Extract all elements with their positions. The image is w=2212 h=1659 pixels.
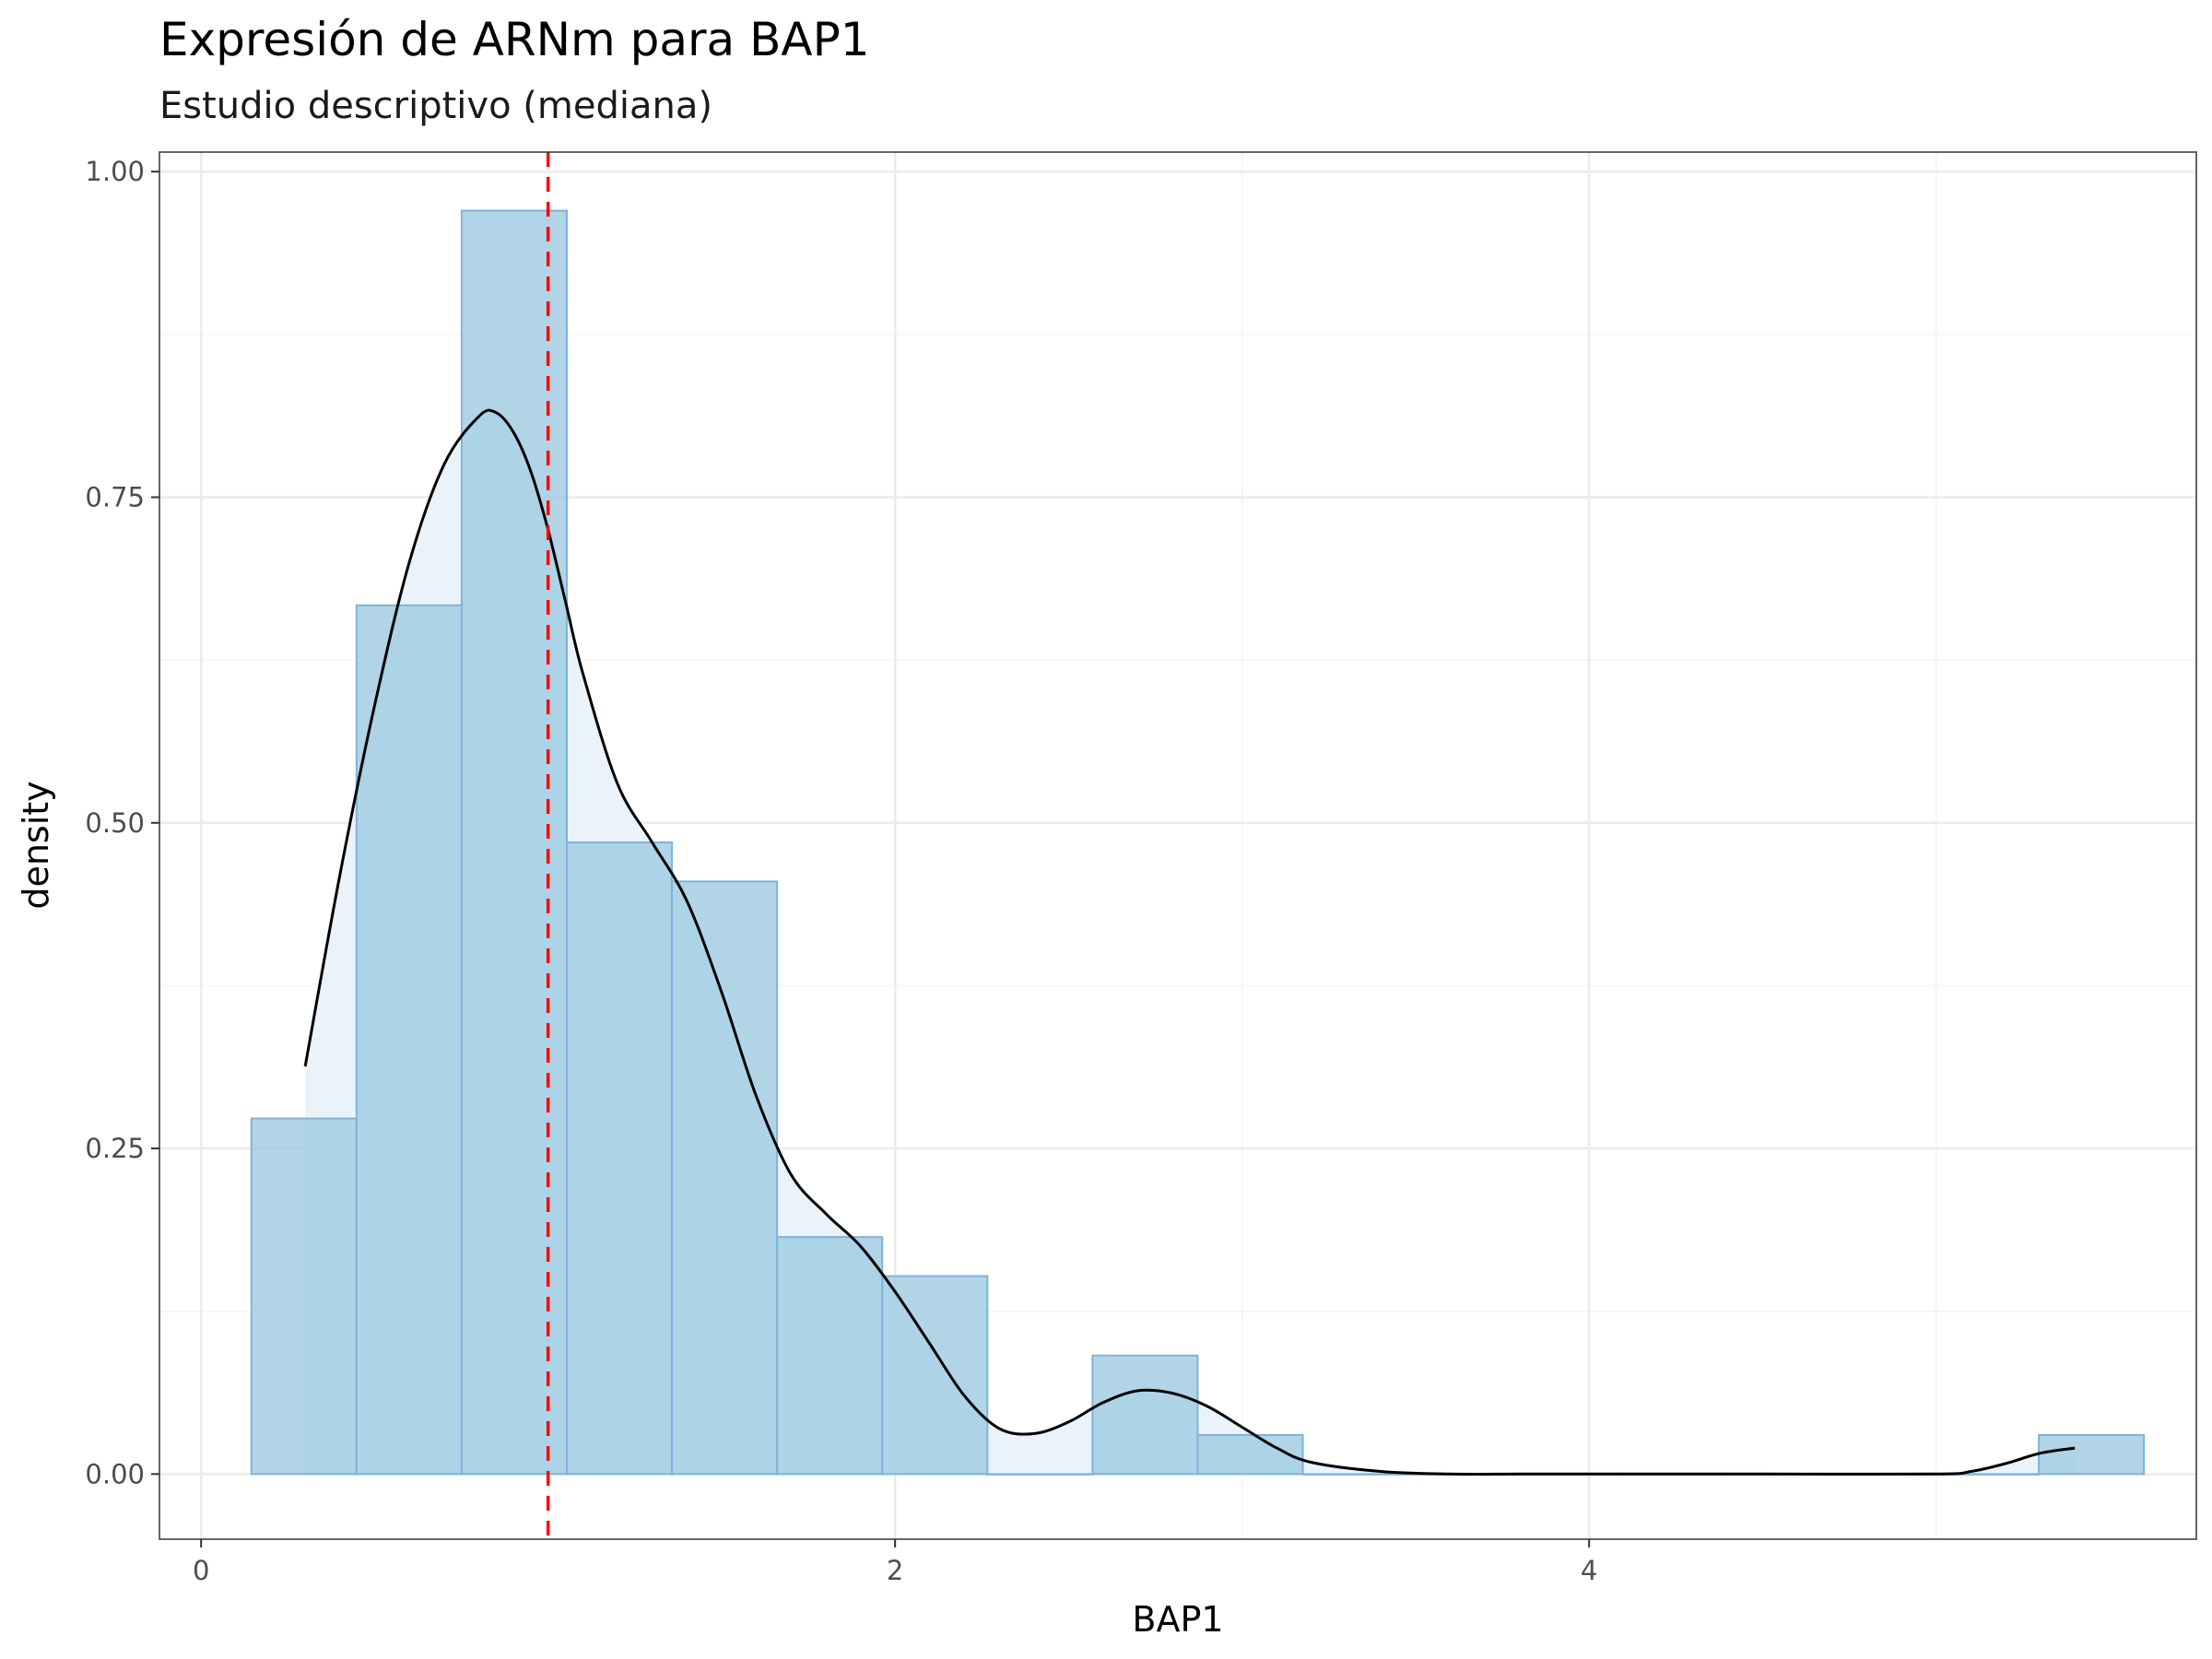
histogram-bar (460, 209, 568, 1476)
y-axis: 0.00 0.25 0.50 0.75 1.00 (85, 156, 159, 1489)
histogram-bar (1196, 1433, 1304, 1476)
histogram-bar (776, 1236, 884, 1476)
chart-subtitle: Estudio descriptivo (mediana) (159, 85, 712, 127)
x-tick-label: 0 (193, 1555, 209, 1586)
histogram-bar (250, 1117, 358, 1476)
y-tick-label: 1.00 (85, 156, 145, 187)
y-tick-label: 0.75 (85, 481, 145, 512)
x-axis: 0 2 4 (193, 1539, 1597, 1586)
histogram-bar (1091, 1354, 1199, 1476)
y-tick-label: 0.25 (85, 1133, 145, 1164)
histogram-bar (1301, 1473, 1409, 1476)
x-tick-label: 2 (887, 1555, 903, 1586)
histogram-bar (566, 841, 674, 1476)
histogram-bar (986, 1473, 1094, 1476)
y-axis-title: density (16, 781, 56, 909)
x-axis-title: BAP1 (1132, 1599, 1223, 1640)
y-tick-label: 0.50 (85, 807, 145, 839)
histogram-bar (355, 604, 463, 1476)
histogram-bar (671, 880, 779, 1476)
density-curve (303, 408, 2076, 1477)
panel-border (159, 151, 2197, 1540)
histogram-bars (250, 209, 2146, 1476)
density-curve-layer (303, 408, 2076, 1477)
histogram-bar (2038, 1433, 2146, 1476)
histogram-bar (881, 1275, 989, 1476)
chart-title: Expresión de ARNm para BAP1 (159, 13, 870, 66)
y-tick-label: 0.00 (85, 1458, 145, 1489)
x-tick-label: 4 (1581, 1555, 1597, 1586)
